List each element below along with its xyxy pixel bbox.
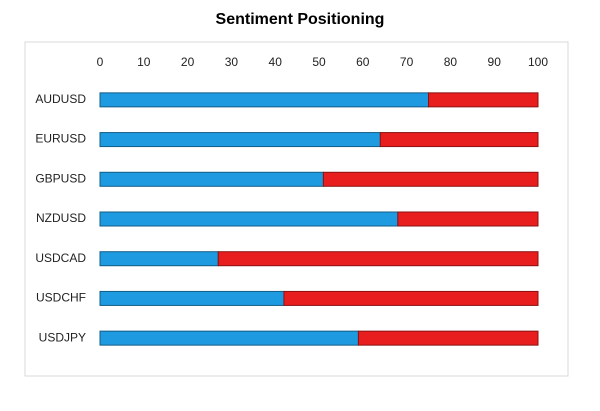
bar-segment: [99, 251, 219, 267]
y-tick-label: EURUSD: [35, 132, 86, 146]
bar-segment: [99, 132, 381, 148]
bar-segment: [99, 290, 285, 306]
chart-title: Sentiment Positioning: [216, 11, 385, 28]
y-tick-label: USDCAD: [35, 251, 86, 265]
x-tick-label: 80: [444, 55, 458, 69]
x-tick-label: 20: [181, 55, 195, 69]
y-tick-label: USDJPY: [39, 330, 86, 344]
bar-segment: [379, 132, 539, 148]
bar-segment: [283, 290, 539, 306]
bar-segment: [428, 92, 539, 108]
bar-segment: [99, 171, 324, 187]
x-tick-label: 0: [97, 55, 104, 69]
x-tick-label: 90: [488, 55, 502, 69]
x-tick-label: 40: [269, 55, 283, 69]
x-tick-label: 60: [356, 55, 370, 69]
bar-segment: [322, 171, 539, 187]
x-tick-label: 100: [528, 55, 548, 69]
x-tick-label: 50: [312, 55, 326, 69]
x-tick-label: 10: [137, 55, 151, 69]
y-tick-label: USDCHF: [36, 291, 86, 305]
bar-segment: [217, 251, 539, 267]
bar-segment: [357, 330, 539, 346]
plot-frame: [24, 41, 569, 377]
y-tick-label: GBPUSD: [35, 171, 86, 185]
y-tick-label: NZDUSD: [36, 211, 86, 225]
y-tick-label: AUDUSD: [35, 92, 86, 106]
bar-segment: [99, 330, 359, 346]
bar-segment: [397, 211, 539, 227]
x-tick-label: 30: [225, 55, 239, 69]
bar-segment: [99, 211, 399, 227]
bar-segment: [99, 92, 429, 108]
x-tick-label: 70: [400, 55, 414, 69]
